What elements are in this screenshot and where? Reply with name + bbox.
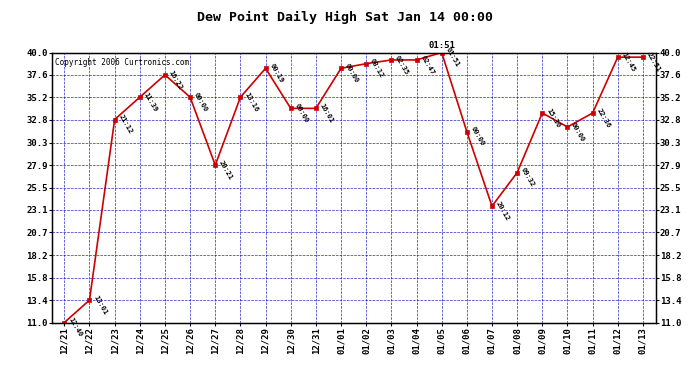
Text: 11:39: 11:39 xyxy=(143,92,159,113)
Text: 20:21: 20:21 xyxy=(218,159,234,181)
Text: 00:00: 00:00 xyxy=(470,126,486,147)
Text: 01:51: 01:51 xyxy=(444,47,460,68)
Text: 00:00: 00:00 xyxy=(193,92,208,113)
Text: 02:35: 02:35 xyxy=(394,54,410,76)
Text: 16:22: 16:22 xyxy=(168,69,184,90)
Text: 00:00: 00:00 xyxy=(344,63,359,84)
Text: 21:12: 21:12 xyxy=(117,114,133,135)
Text: 08:12: 08:12 xyxy=(369,58,385,79)
Text: 13:16: 13:16 xyxy=(243,92,259,113)
Text: 22:51: 22:51 xyxy=(646,51,662,73)
Text: 15:30: 15:30 xyxy=(545,107,561,129)
Text: 12:45: 12:45 xyxy=(620,51,636,73)
Text: 00:19: 00:19 xyxy=(268,63,284,84)
Text: 16:01: 16:01 xyxy=(319,103,335,124)
Text: 02:47: 02:47 xyxy=(420,54,435,76)
Text: 09:32: 09:32 xyxy=(520,167,535,188)
Text: 00:00: 00:00 xyxy=(293,103,309,124)
Text: Copyright 2006 Curtronics.com: Copyright 2006 Curtronics.com xyxy=(55,58,189,67)
Text: 20:12: 20:12 xyxy=(495,200,511,222)
Text: 22:36: 22:36 xyxy=(595,107,611,129)
Text: 13:01: 13:01 xyxy=(92,294,108,316)
Text: 01:51: 01:51 xyxy=(428,41,455,50)
Text: Dew Point Daily High Sat Jan 14 00:00: Dew Point Daily High Sat Jan 14 00:00 xyxy=(197,11,493,24)
Text: 12:40: 12:40 xyxy=(67,317,83,338)
Text: 00:00: 00:00 xyxy=(570,121,586,142)
